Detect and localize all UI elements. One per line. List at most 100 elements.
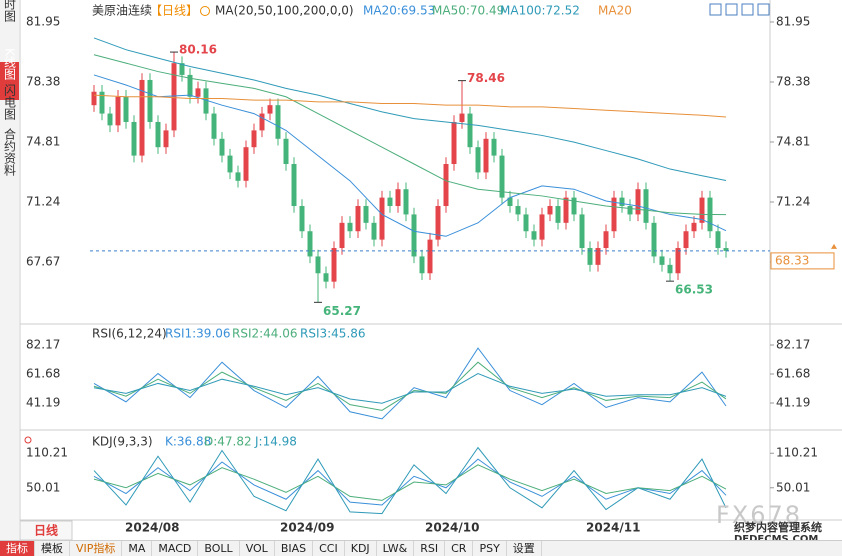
y-tick-label: 41.19	[26, 395, 60, 409]
sidebar-selected	[0, 62, 19, 100]
legend-entry: MA20	[598, 4, 632, 18]
candle-body	[243, 147, 249, 181]
candle-body	[587, 248, 593, 265]
candle-body	[659, 256, 665, 265]
toolbar-button[interactable]: MA	[122, 541, 153, 556]
legend-entry: J:14.98	[254, 435, 297, 449]
y-tick-label-right: 82.17	[776, 338, 810, 352]
candle-body	[723, 248, 729, 251]
legend-entry: RSI1:39.06	[165, 327, 231, 341]
candle-body	[563, 197, 569, 223]
period-tab[interactable]	[19, 520, 73, 540]
y-tick-label-right: 61.68	[776, 366, 810, 380]
candle-body	[123, 96, 129, 122]
toolbar-button[interactable]: CR	[445, 541, 474, 556]
legend-entry: MA20:69.53	[363, 4, 435, 18]
toolbar-button[interactable]: VOL	[240, 541, 275, 556]
candle-body	[331, 248, 337, 282]
candle-body	[291, 164, 297, 207]
candle-body	[379, 197, 385, 240]
toolbar-button[interactable]: VIP指标	[70, 541, 123, 556]
candle-body	[355, 206, 361, 232]
y-tick-label-right: 50.01	[776, 480, 810, 494]
pane-title: RSI(6,12,24)	[92, 327, 167, 341]
chart: 美原油连续 【日线】 MA(20,50,100,200,0,0) 日线 67.6…	[0, 0, 842, 540]
legend-entry: K:36.88	[165, 435, 211, 449]
candle-body	[115, 96, 121, 126]
y-tick-label: 50.01	[26, 480, 60, 494]
candle-body	[555, 206, 561, 223]
candle-body	[363, 206, 369, 223]
candle-body	[595, 248, 601, 265]
toolbar-button[interactable]: BOLL	[198, 541, 240, 556]
toolbar-button[interactable]: PSY	[473, 541, 507, 556]
candle-body	[307, 231, 313, 257]
sidebar	[0, 0, 19, 540]
candle-body	[643, 189, 649, 223]
toolbar-button[interactable]: KDJ	[345, 541, 377, 556]
y-tick-label: 71.24	[26, 194, 60, 208]
candle-body	[443, 164, 449, 207]
candle-body	[435, 206, 441, 240]
toolbar-button[interactable]: 模板	[35, 541, 70, 556]
candle-body	[699, 197, 705, 223]
sidebar-tab[interactable]: 分时图	[3, 0, 17, 22]
candle-body	[91, 91, 97, 106]
sidebar-tab[interactable]: 合约资料	[3, 127, 17, 176]
last-price-arrow	[831, 243, 837, 249]
candle-body	[419, 256, 425, 274]
candle-body	[147, 79, 153, 122]
last-price-box	[770, 252, 835, 270]
candle-body	[283, 138, 289, 165]
window-controls[interactable]	[709, 3, 770, 16]
candle-body	[499, 155, 505, 198]
toolbar-button[interactable]: BIAS	[275, 541, 314, 556]
toolbar-button[interactable]: LW&	[377, 541, 415, 556]
candle-body	[339, 222, 345, 249]
candle-body	[163, 130, 169, 148]
pane-title: KDJ(9,3,3)	[92, 435, 153, 449]
candle-body	[203, 88, 209, 114]
y-tick-label: 61.68	[26, 366, 60, 380]
candle-body	[235, 172, 241, 181]
watermark: DEDECMS.COM	[734, 534, 818, 540]
legend-entry: D:47.82	[204, 435, 252, 449]
candle-body	[491, 138, 497, 156]
candle-body	[155, 121, 161, 148]
period-tab-label[interactable]: 日线	[34, 523, 58, 538]
toolbar-button[interactable]: 指标	[0, 541, 35, 556]
toolbar-button[interactable]: CCI	[313, 541, 345, 556]
line	[93, 94, 727, 118]
legend-entry: RSI3:45.86	[300, 327, 366, 341]
y-tick-label: 78.38	[26, 74, 60, 88]
extreme-label: 80.16	[179, 43, 217, 57]
sidebar-tab[interactable]: K线图	[3, 48, 17, 80]
settings-icon[interactable]	[24, 436, 32, 444]
candle-body	[315, 256, 321, 274]
line	[93, 54, 727, 216]
candle-body	[547, 206, 553, 215]
y-tick-label: 110.21	[26, 446, 68, 460]
x-tick-label: 2024/11	[586, 521, 640, 535]
toolbar-button[interactable]: 设置	[507, 541, 542, 556]
candle-body	[715, 231, 721, 249]
x-tick-label: 2024/09	[280, 521, 334, 535]
candle-body	[627, 206, 633, 215]
candle-body	[267, 105, 273, 114]
x-tick-label: 2024/08	[125, 521, 179, 535]
candle-body	[523, 214, 529, 232]
add-icon[interactable]	[200, 6, 210, 16]
toolbar-button[interactable]: RSI	[414, 541, 446, 556]
toolbar-button[interactable]: MACD	[152, 541, 199, 556]
y-tick-label-right: 110.21	[776, 446, 818, 460]
watermark: 织梦内容管理系统	[734, 520, 822, 534]
line	[93, 347, 727, 420]
candle-body	[131, 121, 137, 156]
sidebar-tab[interactable]: 闪电图	[3, 84, 17, 120]
candle-body	[323, 273, 329, 282]
y-tick-label: 82.17	[26, 338, 60, 352]
candle-body	[179, 63, 185, 75]
candle-body	[467, 113, 473, 148]
candle-body	[171, 63, 177, 131]
symbol: 美原油连续	[92, 3, 152, 18]
